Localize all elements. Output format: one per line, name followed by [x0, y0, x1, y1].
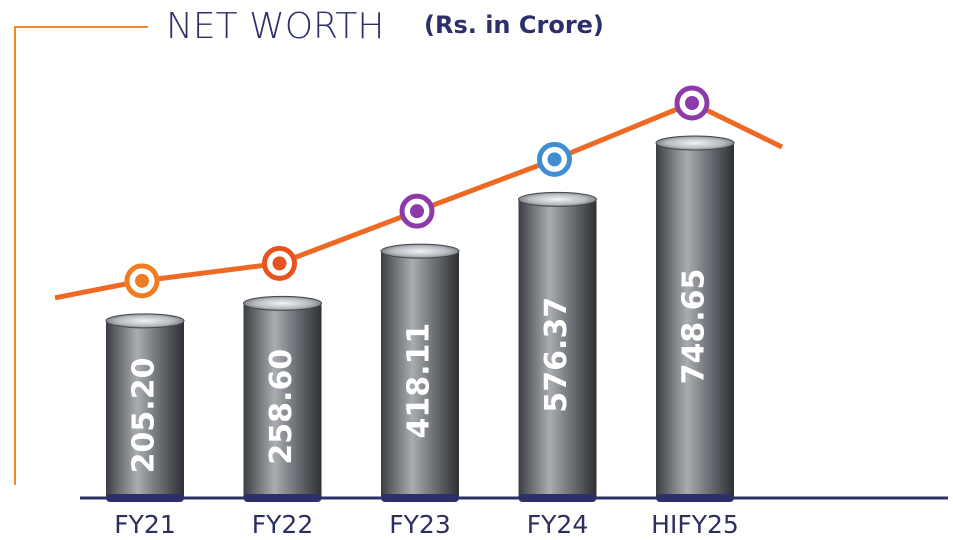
value-label: 418.11: [402, 323, 437, 439]
bar-foot: [381, 494, 459, 502]
x-tick-label: FY23: [389, 510, 450, 539]
bar-top: [656, 136, 734, 150]
value-label: 748.65: [677, 269, 712, 385]
bar-foot: [244, 494, 322, 502]
x-tick-label: FY22: [252, 510, 313, 539]
bar-top: [244, 296, 322, 310]
bar-top: [106, 314, 184, 328]
bar-foot: [519, 494, 597, 502]
plot: 205.20 FY21 258.60 FY22 418.11 FY23 576.37 FY24…: [55, 88, 782, 539]
bar-top: [519, 192, 597, 206]
value-label: 205.20: [127, 358, 162, 474]
bar-top: [381, 244, 459, 258]
marker-dot: [410, 204, 424, 218]
bar-foot: [106, 494, 184, 502]
chart-subtitle: (Rs. in Crore): [424, 11, 604, 39]
value-label: 576.37: [539, 297, 574, 413]
marker-dot: [685, 96, 699, 110]
x-tick-label: FY24: [527, 510, 588, 539]
chart-title: NET WORTH: [166, 6, 385, 47]
value-label: 258.60: [264, 349, 299, 465]
bar-foot: [656, 494, 734, 502]
marker-dot: [135, 274, 149, 288]
marker-dot: [548, 152, 562, 166]
x-tick-label: HIFY25: [651, 510, 739, 539]
marker-dot: [273, 256, 287, 270]
chart: NET WORTH (Rs. in Crore) 205.20 FY21 258.6…: [0, 0, 953, 540]
x-tick-label: FY21: [114, 510, 175, 539]
